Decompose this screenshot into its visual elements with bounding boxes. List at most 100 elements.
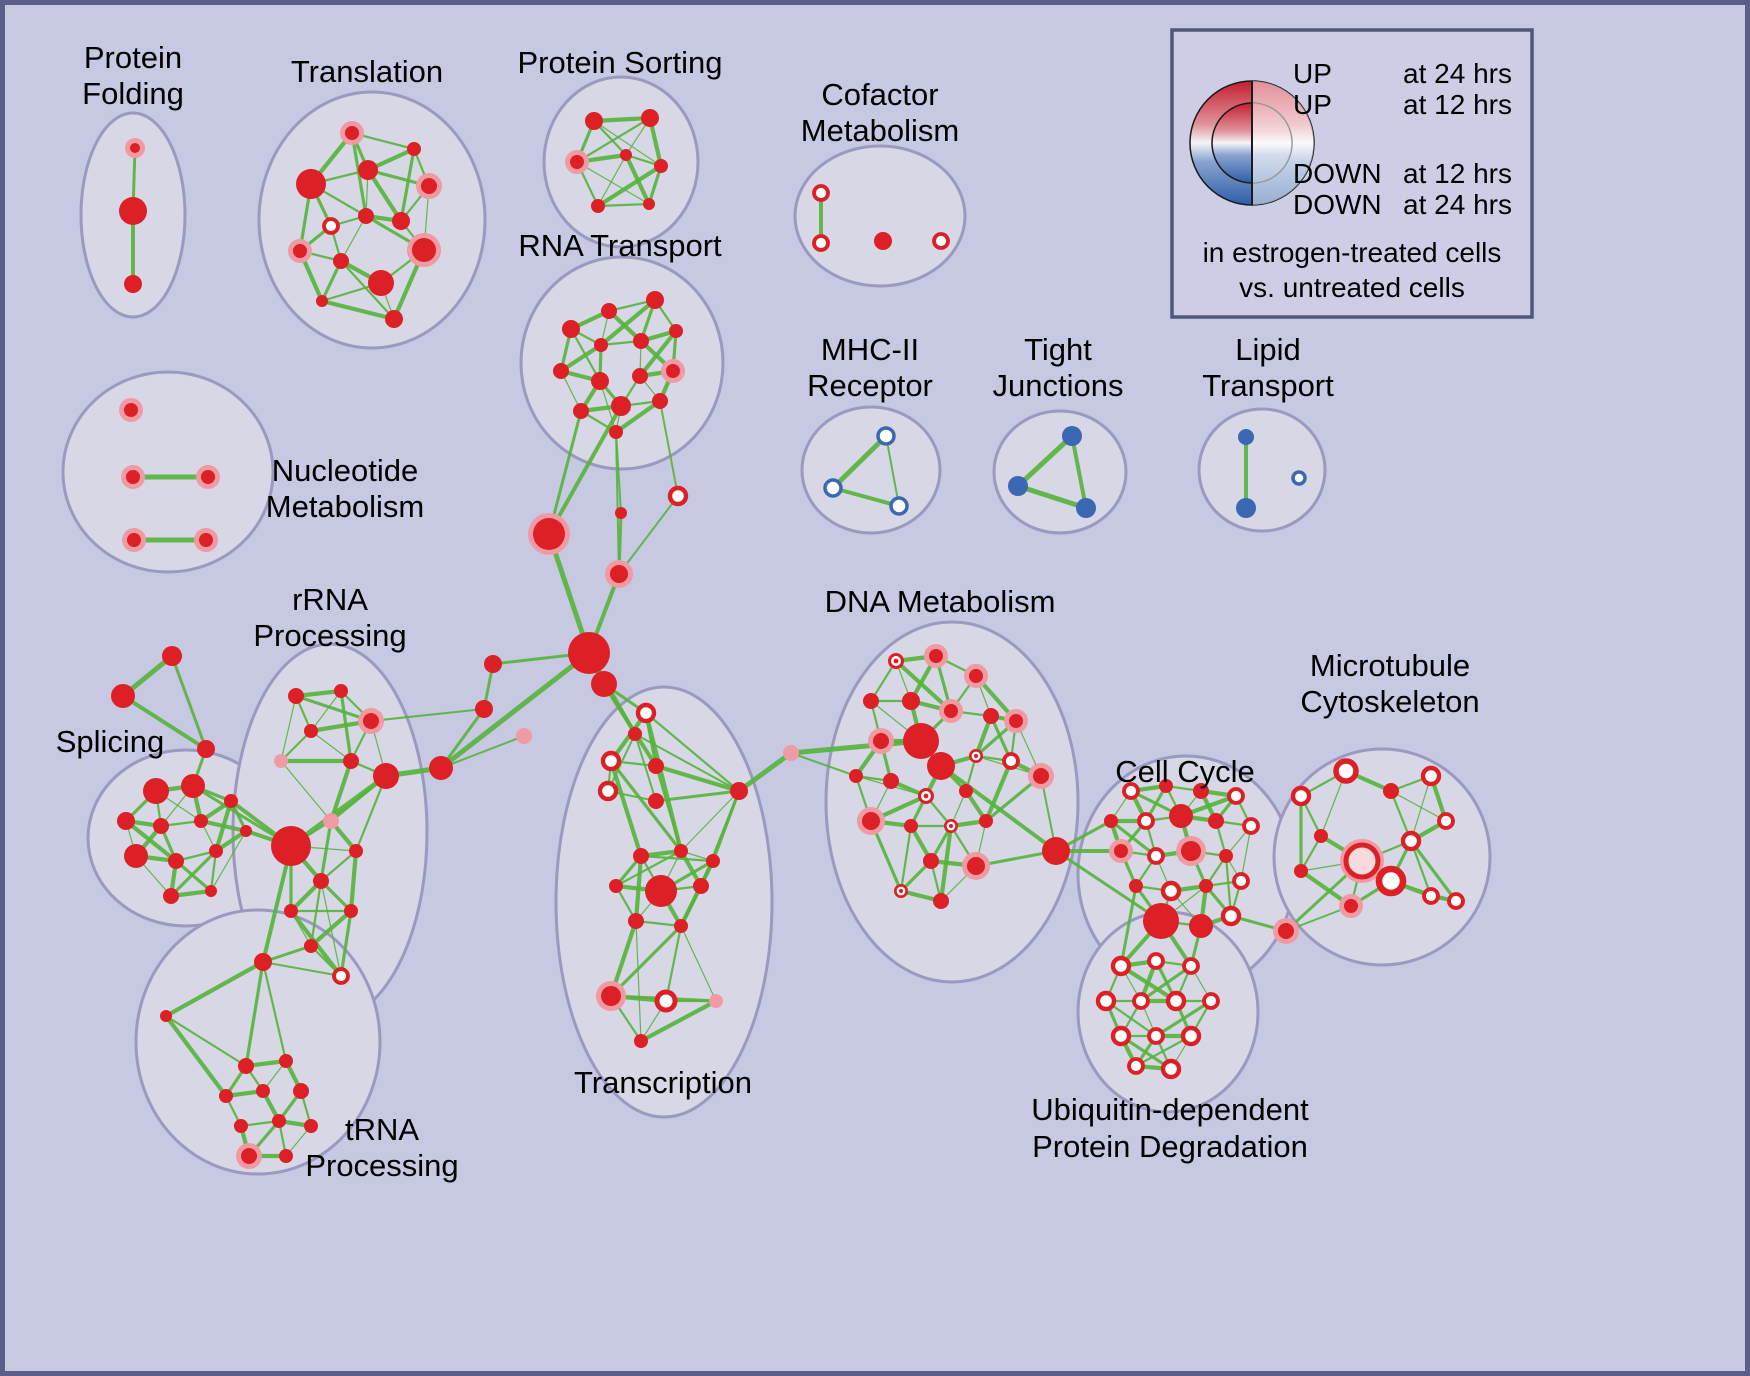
network-node-target — [918, 788, 934, 804]
network-node-blue — [1008, 476, 1028, 496]
network-node-ring — [597, 780, 619, 802]
network-node-solid — [334, 684, 348, 698]
network-node-solid — [654, 159, 668, 173]
network-node-solid — [304, 1119, 318, 1133]
network-node-solid — [693, 878, 709, 894]
network-node-solid — [344, 904, 358, 918]
network-edge — [609, 924, 683, 998]
network-edge — [198, 818, 249, 834]
network-node-solid — [1219, 849, 1233, 863]
network-node-solid — [874, 232, 892, 250]
network-node-solid — [407, 142, 421, 156]
cluster-label-protein-folding: Folding — [82, 76, 184, 111]
network-edge — [163, 1013, 229, 1099]
network-node-solid — [160, 1010, 172, 1022]
network-node-blue — [1062, 426, 1082, 446]
network-node-solid — [902, 692, 920, 710]
network-node-solid — [358, 208, 374, 224]
network-node-halo — [528, 513, 570, 555]
network-node-ring — [1220, 905, 1242, 927]
network-node-solid — [279, 1149, 293, 1163]
network-node-solid — [1189, 914, 1213, 938]
network-node-solid — [168, 853, 184, 869]
network-node-solid — [959, 784, 973, 798]
network-node-solid — [883, 773, 899, 789]
network-edge — [310, 730, 352, 762]
network-node-solid — [1294, 864, 1308, 878]
network-edge — [320, 880, 342, 977]
legend-right-half-wash — [1252, 81, 1314, 205]
network-edge — [596, 202, 651, 208]
network-node-halo — [358, 708, 384, 734]
network-node-halo — [868, 728, 894, 754]
network-edge — [244, 960, 265, 1068]
cluster-label-cofactor-metabolism: Metabolism — [801, 113, 960, 148]
network-node-halo — [119, 398, 143, 422]
network-node-halo — [236, 1143, 262, 1169]
network-edge — [614, 849, 683, 888]
network-node-pink — [516, 728, 532, 744]
network-node-solid — [611, 396, 631, 416]
network-node-solid — [234, 1119, 248, 1133]
network-node-solid — [573, 403, 589, 419]
network-node-ring — [1127, 1057, 1145, 1075]
network-node-ring — [1420, 765, 1442, 787]
network-node-solid — [197, 740, 215, 758]
network-edge — [328, 758, 354, 824]
network-node-halo — [121, 465, 145, 489]
network-node-solid — [349, 844, 363, 858]
network-node-solid — [1199, 879, 1213, 893]
legend-layer: UP at 24 hrs UP at 12 hrs DOWN at 12 hrs DOWN a… — [1170, 28, 1534, 319]
cluster-label-ubiquitin-degradation: Ubiquitin-dependent — [1031, 1092, 1309, 1127]
network-node-solid — [904, 819, 918, 833]
network-node-bluering — [889, 496, 909, 516]
network-node-solid — [652, 393, 668, 409]
network-node-solid — [163, 888, 179, 904]
network-edge — [339, 909, 353, 978]
network-node-ring — [1333, 758, 1359, 784]
network-node-solid — [634, 1034, 648, 1048]
network-node-ring — [1180, 1025, 1202, 1047]
network-edge — [309, 879, 323, 948]
cluster-label-lipid-transport: Transport — [1202, 368, 1334, 403]
network-node-solid — [1129, 879, 1143, 893]
network-node-halo — [857, 807, 885, 835]
cluster-ellipse-mhc-ii-receptor — [800, 405, 942, 535]
network-node-solid — [475, 700, 493, 718]
network-edge — [638, 998, 719, 1044]
network-node-bluering — [1291, 470, 1307, 486]
network-node-ring — [1400, 830, 1422, 852]
network-edge — [659, 400, 679, 497]
network-node-solid — [224, 794, 238, 808]
network-node-solid — [343, 753, 359, 769]
network-node-solid — [591, 372, 609, 390]
network-edge — [790, 752, 857, 777]
network-edge — [1240, 825, 1252, 882]
network-node-solid — [849, 769, 863, 783]
network-node-solid — [1104, 814, 1118, 828]
network-node-solid — [674, 919, 688, 933]
network-edge — [319, 298, 397, 322]
cluster-label-splicing: Splicing — [56, 724, 165, 759]
cluster-label-cell-cycle: Cell Cycle — [1115, 754, 1255, 789]
network-edge — [788, 738, 924, 756]
network-node-solid — [333, 253, 349, 269]
network-edge — [438, 650, 592, 771]
network-node-halo — [924, 644, 948, 668]
network-edge — [885, 435, 900, 507]
network-node-solid — [730, 782, 748, 800]
network-edge — [280, 760, 332, 822]
network-node-halo — [962, 852, 990, 880]
network-node-solid — [674, 844, 688, 858]
legend-time-label: at 12 hrs — [1403, 158, 1512, 189]
network-edge — [893, 658, 954, 714]
network-edge — [365, 167, 404, 224]
network-edge — [1139, 964, 1193, 1003]
network-edge — [635, 920, 642, 1042]
cluster-label-nucleotide-metabolism: Metabolism — [266, 489, 425, 524]
cluster-ellipse-cofactor-metabolism — [793, 144, 967, 288]
legend-caption: in estrogen-treated cells — [1203, 237, 1502, 268]
network-node-solid — [562, 320, 580, 338]
network-node-ring — [1137, 812, 1155, 830]
network-node-halo — [288, 239, 312, 263]
